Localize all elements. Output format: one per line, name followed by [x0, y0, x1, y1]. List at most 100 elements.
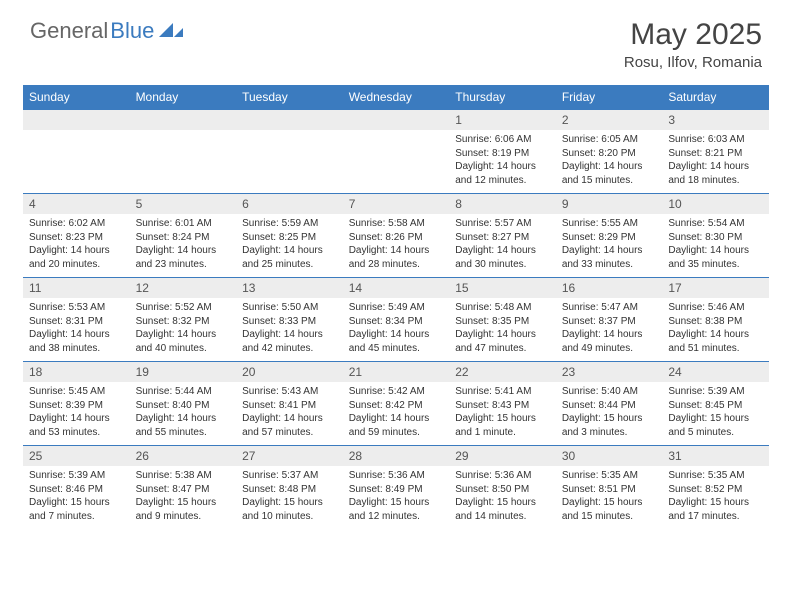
sunrise-text: Sunrise: 5:52 AM: [136, 301, 231, 315]
day-number-empty: [130, 110, 237, 130]
day-number: 8: [449, 194, 556, 214]
day-body-empty: [236, 130, 343, 192]
daylight-text: Daylight: 14 hours and 25 minutes.: [242, 244, 337, 271]
sunset-text: Sunset: 8:21 PM: [668, 147, 763, 161]
sunset-text: Sunset: 8:20 PM: [562, 147, 657, 161]
sunset-text: Sunset: 8:37 PM: [562, 315, 657, 329]
sunrise-text: Sunrise: 5:37 AM: [242, 469, 337, 483]
daylight-text: Daylight: 15 hours and 5 minutes.: [668, 412, 763, 439]
sunset-text: Sunset: 8:39 PM: [29, 399, 124, 413]
sunset-text: Sunset: 8:25 PM: [242, 231, 337, 245]
day-body: Sunrise: 5:48 AMSunset: 8:35 PMDaylight:…: [449, 298, 556, 361]
day-body: Sunrise: 5:41 AMSunset: 8:43 PMDaylight:…: [449, 382, 556, 445]
sunrise-text: Sunrise: 5:45 AM: [29, 385, 124, 399]
dow-cell: Saturday: [662, 85, 769, 110]
day-body: Sunrise: 5:54 AMSunset: 8:30 PMDaylight:…: [662, 214, 769, 277]
day-number: 14: [343, 278, 450, 298]
sunset-text: Sunset: 8:19 PM: [455, 147, 550, 161]
dow-cell: Tuesday: [236, 85, 343, 110]
day-body: Sunrise: 6:05 AMSunset: 8:20 PMDaylight:…: [556, 130, 663, 193]
day-body: Sunrise: 6:02 AMSunset: 8:23 PMDaylight:…: [23, 214, 130, 277]
dow-row: SundayMondayTuesdayWednesdayThursdayFrid…: [23, 85, 769, 110]
daylight-text: Daylight: 14 hours and 47 minutes.: [455, 328, 550, 355]
day-body: Sunrise: 5:44 AMSunset: 8:40 PMDaylight:…: [130, 382, 237, 445]
sunset-text: Sunset: 8:33 PM: [242, 315, 337, 329]
daylight-text: Daylight: 15 hours and 10 minutes.: [242, 496, 337, 523]
week-row: 11Sunrise: 5:53 AMSunset: 8:31 PMDayligh…: [23, 278, 769, 362]
sunrise-text: Sunrise: 5:48 AM: [455, 301, 550, 315]
day-body: Sunrise: 5:57 AMSunset: 8:27 PMDaylight:…: [449, 214, 556, 277]
sunrise-text: Sunrise: 5:55 AM: [562, 217, 657, 231]
daylight-text: Daylight: 15 hours and 9 minutes.: [136, 496, 231, 523]
sunset-text: Sunset: 8:49 PM: [349, 483, 444, 497]
sunset-text: Sunset: 8:32 PM: [136, 315, 231, 329]
day-number: 28: [343, 446, 450, 466]
day-body: Sunrise: 5:38 AMSunset: 8:47 PMDaylight:…: [130, 466, 237, 529]
day-cell: [236, 110, 343, 194]
day-number: 26: [130, 446, 237, 466]
day-body: Sunrise: 5:35 AMSunset: 8:51 PMDaylight:…: [556, 466, 663, 529]
daylight-text: Daylight: 14 hours and 53 minutes.: [29, 412, 124, 439]
daylight-text: Daylight: 15 hours and 15 minutes.: [562, 496, 657, 523]
day-body: Sunrise: 5:59 AMSunset: 8:25 PMDaylight:…: [236, 214, 343, 277]
sunset-text: Sunset: 8:41 PM: [242, 399, 337, 413]
day-cell: 31Sunrise: 5:35 AMSunset: 8:52 PMDayligh…: [662, 446, 769, 530]
sunset-text: Sunset: 8:30 PM: [668, 231, 763, 245]
day-number: 22: [449, 362, 556, 382]
day-number: 11: [23, 278, 130, 298]
daylight-text: Daylight: 14 hours and 30 minutes.: [455, 244, 550, 271]
daylight-text: Daylight: 14 hours and 42 minutes.: [242, 328, 337, 355]
day-cell: 28Sunrise: 5:36 AMSunset: 8:49 PMDayligh…: [343, 446, 450, 530]
daylight-text: Daylight: 14 hours and 59 minutes.: [349, 412, 444, 439]
sunrise-text: Sunrise: 6:02 AM: [29, 217, 124, 231]
dow-cell: Friday: [556, 85, 663, 110]
day-number: 9: [556, 194, 663, 214]
sunrise-text: Sunrise: 5:42 AM: [349, 385, 444, 399]
day-number: 4: [23, 194, 130, 214]
day-number: 16: [556, 278, 663, 298]
sunrise-text: Sunrise: 6:05 AM: [562, 133, 657, 147]
daylight-text: Daylight: 14 hours and 28 minutes.: [349, 244, 444, 271]
day-number: 23: [556, 362, 663, 382]
day-body: Sunrise: 5:46 AMSunset: 8:38 PMDaylight:…: [662, 298, 769, 361]
week-row: 25Sunrise: 5:39 AMSunset: 8:46 PMDayligh…: [23, 446, 769, 530]
day-body: Sunrise: 5:42 AMSunset: 8:42 PMDaylight:…: [343, 382, 450, 445]
sunrise-text: Sunrise: 5:46 AM: [668, 301, 763, 315]
sunrise-text: Sunrise: 5:40 AM: [562, 385, 657, 399]
day-number: 15: [449, 278, 556, 298]
logo-text-gray: General: [30, 18, 108, 44]
day-body: Sunrise: 5:40 AMSunset: 8:44 PMDaylight:…: [556, 382, 663, 445]
day-body: Sunrise: 5:52 AMSunset: 8:32 PMDaylight:…: [130, 298, 237, 361]
day-cell: 13Sunrise: 5:50 AMSunset: 8:33 PMDayligh…: [236, 278, 343, 362]
day-cell: 12Sunrise: 5:52 AMSunset: 8:32 PMDayligh…: [130, 278, 237, 362]
day-number-empty: [236, 110, 343, 130]
day-body: Sunrise: 5:58 AMSunset: 8:26 PMDaylight:…: [343, 214, 450, 277]
day-cell: [130, 110, 237, 194]
day-number: 2: [556, 110, 663, 130]
day-cell: 20Sunrise: 5:43 AMSunset: 8:41 PMDayligh…: [236, 362, 343, 446]
day-cell: 6Sunrise: 5:59 AMSunset: 8:25 PMDaylight…: [236, 194, 343, 278]
day-cell: 3Sunrise: 6:03 AMSunset: 8:21 PMDaylight…: [662, 110, 769, 194]
day-number: 19: [130, 362, 237, 382]
sunrise-text: Sunrise: 5:36 AM: [455, 469, 550, 483]
month-title: May 2025: [624, 18, 762, 52]
day-body: Sunrise: 5:43 AMSunset: 8:41 PMDaylight:…: [236, 382, 343, 445]
sunrise-text: Sunrise: 5:49 AM: [349, 301, 444, 315]
day-cell: 19Sunrise: 5:44 AMSunset: 8:40 PMDayligh…: [130, 362, 237, 446]
day-cell: 25Sunrise: 5:39 AMSunset: 8:46 PMDayligh…: [23, 446, 130, 530]
day-number: 5: [130, 194, 237, 214]
day-number-empty: [23, 110, 130, 130]
sunset-text: Sunset: 8:52 PM: [668, 483, 763, 497]
sunrise-text: Sunrise: 5:58 AM: [349, 217, 444, 231]
day-number-empty: [343, 110, 450, 130]
day-number: 21: [343, 362, 450, 382]
sunrise-text: Sunrise: 5:53 AM: [29, 301, 124, 315]
day-body: Sunrise: 5:37 AMSunset: 8:48 PMDaylight:…: [236, 466, 343, 529]
sunset-text: Sunset: 8:51 PM: [562, 483, 657, 497]
sunrise-text: Sunrise: 5:35 AM: [668, 469, 763, 483]
sunset-text: Sunset: 8:44 PM: [562, 399, 657, 413]
day-cell: 1Sunrise: 6:06 AMSunset: 8:19 PMDaylight…: [449, 110, 556, 194]
day-number: 31: [662, 446, 769, 466]
sunset-text: Sunset: 8:43 PM: [455, 399, 550, 413]
day-number: 24: [662, 362, 769, 382]
